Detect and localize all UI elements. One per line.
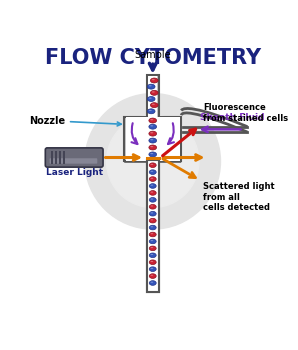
Bar [55,151,57,164]
Circle shape [106,115,199,208]
Ellipse shape [150,125,153,126]
Ellipse shape [149,239,156,244]
Ellipse shape [150,254,153,255]
Ellipse shape [150,132,153,133]
Ellipse shape [150,226,153,228]
Ellipse shape [147,109,155,114]
Ellipse shape [150,268,153,269]
Ellipse shape [149,184,156,188]
Ellipse shape [149,145,156,150]
Ellipse shape [150,212,153,214]
Ellipse shape [150,240,153,241]
Ellipse shape [149,260,156,265]
Polygon shape [126,76,180,161]
Ellipse shape [150,178,153,179]
Ellipse shape [150,282,153,283]
Ellipse shape [147,84,155,89]
Text: Scattered light
from all
cells detected: Scattered light from all cells detected [203,182,274,212]
Ellipse shape [150,103,158,107]
Ellipse shape [149,232,156,237]
Circle shape [85,93,221,229]
Ellipse shape [152,104,155,105]
Polygon shape [147,160,159,292]
Bar [59,151,61,164]
Ellipse shape [149,267,156,272]
Ellipse shape [150,78,158,83]
Ellipse shape [150,191,153,193]
Ellipse shape [149,177,156,181]
Text: Sheath Fluid: Sheath Fluid [201,113,265,122]
Polygon shape [147,161,159,292]
Ellipse shape [149,191,156,195]
Ellipse shape [149,197,156,202]
Ellipse shape [152,91,155,92]
Ellipse shape [150,205,153,206]
Ellipse shape [149,110,152,111]
Text: Laser Light: Laser Light [46,168,103,176]
Ellipse shape [149,253,156,258]
Ellipse shape [150,219,153,220]
Ellipse shape [150,164,153,165]
Ellipse shape [149,131,156,136]
Ellipse shape [152,79,155,80]
Ellipse shape [150,139,153,140]
Ellipse shape [150,198,153,200]
Ellipse shape [150,247,153,248]
Ellipse shape [149,118,156,123]
Ellipse shape [149,163,156,168]
Text: Fluorescence
from stained cells: Fluorescence from stained cells [203,104,288,123]
Ellipse shape [150,146,153,147]
Ellipse shape [150,275,153,276]
FancyBboxPatch shape [49,158,97,164]
Ellipse shape [149,281,156,285]
Text: Nozzle: Nozzle [29,116,121,126]
Ellipse shape [149,124,156,129]
Text: Sample: Sample [134,50,171,60]
FancyBboxPatch shape [45,148,103,167]
Bar [63,151,65,164]
Ellipse shape [149,98,152,99]
Ellipse shape [150,233,153,234]
Ellipse shape [147,97,155,102]
Ellipse shape [150,184,153,186]
Ellipse shape [149,152,156,157]
Text: FLOW CYTOMETRY: FLOW CYTOMETRY [45,48,261,68]
Ellipse shape [150,171,153,172]
Ellipse shape [149,211,156,216]
Ellipse shape [149,246,156,251]
Ellipse shape [149,85,152,86]
Ellipse shape [150,90,158,95]
Ellipse shape [149,274,156,278]
Ellipse shape [149,218,156,223]
Ellipse shape [149,138,156,143]
Polygon shape [148,76,157,116]
Ellipse shape [149,204,156,209]
Ellipse shape [150,261,153,262]
Polygon shape [124,75,181,161]
Ellipse shape [149,225,156,230]
Ellipse shape [150,119,153,120]
Ellipse shape [150,153,153,154]
Bar [51,151,53,164]
Ellipse shape [149,170,156,174]
